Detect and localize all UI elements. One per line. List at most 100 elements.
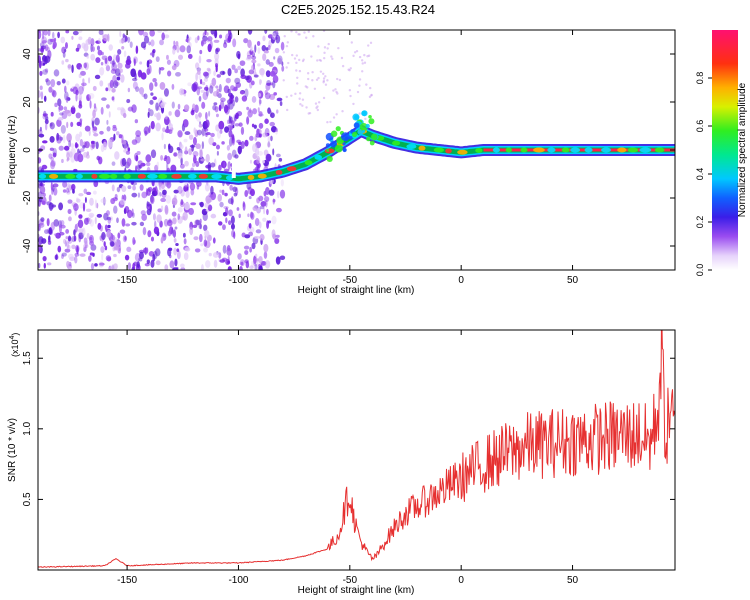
speckle bbox=[150, 92, 154, 96]
speckle bbox=[52, 90, 57, 98]
speckle bbox=[41, 46, 44, 52]
speckle bbox=[252, 206, 258, 212]
speckle bbox=[246, 182, 252, 190]
speckle bbox=[51, 89, 55, 97]
speckle bbox=[368, 95, 372, 99]
y-tick-label: -20 bbox=[22, 190, 33, 205]
speckle bbox=[180, 199, 184, 206]
speckle bbox=[240, 74, 247, 80]
speckle bbox=[100, 61, 104, 66]
speckle bbox=[131, 139, 138, 145]
speckle bbox=[264, 127, 270, 137]
speckle bbox=[90, 140, 95, 145]
speckle bbox=[251, 55, 257, 60]
speckle bbox=[275, 30, 279, 33]
speckle bbox=[247, 30, 253, 35]
speckle bbox=[218, 221, 223, 226]
speckle bbox=[149, 30, 155, 37]
speckle bbox=[277, 55, 283, 65]
speckle bbox=[177, 130, 183, 138]
speckle bbox=[53, 69, 60, 77]
speckle bbox=[160, 154, 164, 161]
speckle bbox=[241, 95, 248, 102]
speckle bbox=[152, 253, 156, 262]
speckle bbox=[44, 44, 49, 51]
ridge-blob bbox=[49, 173, 59, 179]
speckle bbox=[147, 186, 153, 193]
speckle bbox=[77, 219, 84, 229]
speckle bbox=[83, 243, 89, 249]
speckle bbox=[58, 223, 63, 233]
speckle bbox=[322, 77, 326, 80]
speckle bbox=[215, 144, 220, 150]
speckle bbox=[136, 164, 141, 171]
speckle bbox=[97, 222, 102, 230]
speckle bbox=[90, 263, 95, 270]
speckle bbox=[149, 52, 154, 56]
speckle bbox=[91, 46, 95, 52]
speckle bbox=[249, 135, 254, 141]
speckle bbox=[254, 147, 260, 157]
ridge-blob bbox=[547, 147, 556, 153]
snr-x-ticks: -150 -100 -50 0 50 bbox=[117, 330, 579, 586]
speckle bbox=[56, 119, 62, 127]
speckle bbox=[298, 97, 301, 100]
speckle bbox=[87, 36, 92, 45]
speckle bbox=[256, 41, 261, 47]
speckle bbox=[175, 71, 181, 77]
ridge-bubble bbox=[368, 114, 372, 119]
speckle bbox=[203, 247, 208, 253]
speckle bbox=[270, 135, 273, 142]
speckle bbox=[174, 258, 178, 267]
speckle bbox=[38, 263, 41, 269]
speckle bbox=[160, 205, 164, 211]
speckle bbox=[267, 142, 271, 148]
speckle bbox=[215, 63, 219, 68]
speckle bbox=[38, 223, 41, 231]
speckle bbox=[231, 229, 235, 238]
speckle bbox=[66, 260, 70, 268]
speckle bbox=[237, 253, 242, 260]
speckle bbox=[254, 218, 260, 227]
speckle bbox=[126, 157, 132, 167]
speckle bbox=[306, 77, 310, 81]
speckle bbox=[247, 39, 252, 49]
speckle bbox=[183, 183, 189, 188]
speckle bbox=[174, 226, 178, 230]
speckle bbox=[210, 30, 215, 35]
speckle bbox=[172, 48, 176, 55]
speckle bbox=[298, 92, 302, 95]
snr-x-axis-label: Height of straight line (km) bbox=[298, 585, 415, 596]
speckle bbox=[228, 101, 234, 110]
speckle bbox=[186, 45, 192, 54]
speckle bbox=[275, 207, 282, 213]
speckle bbox=[114, 68, 121, 77]
speckle bbox=[152, 213, 156, 221]
speckle bbox=[121, 185, 127, 193]
speckle bbox=[40, 181, 43, 187]
speckle bbox=[287, 61, 290, 65]
speckle bbox=[212, 142, 217, 147]
speckle bbox=[322, 81, 325, 84]
speckle bbox=[73, 203, 79, 211]
speckle bbox=[105, 104, 110, 109]
speckle bbox=[94, 199, 97, 209]
speckle bbox=[150, 195, 155, 205]
speckle bbox=[164, 264, 169, 270]
y-tick-label: 40 bbox=[22, 48, 33, 60]
speckle bbox=[84, 125, 91, 132]
y-tick-label: 0.5 bbox=[22, 492, 33, 506]
speckle bbox=[134, 119, 139, 124]
speckle bbox=[82, 202, 86, 212]
speckle bbox=[283, 35, 286, 38]
speckle bbox=[262, 217, 267, 222]
speckle bbox=[298, 69, 302, 73]
ridge-bubble bbox=[365, 123, 370, 129]
speckle bbox=[82, 78, 85, 84]
speckle bbox=[159, 67, 165, 71]
speckle bbox=[38, 59, 42, 69]
y-tick-label: 20 bbox=[22, 96, 33, 108]
ridge-bubble bbox=[330, 140, 337, 148]
speckle bbox=[78, 150, 82, 154]
ridge-bubble bbox=[361, 110, 367, 117]
